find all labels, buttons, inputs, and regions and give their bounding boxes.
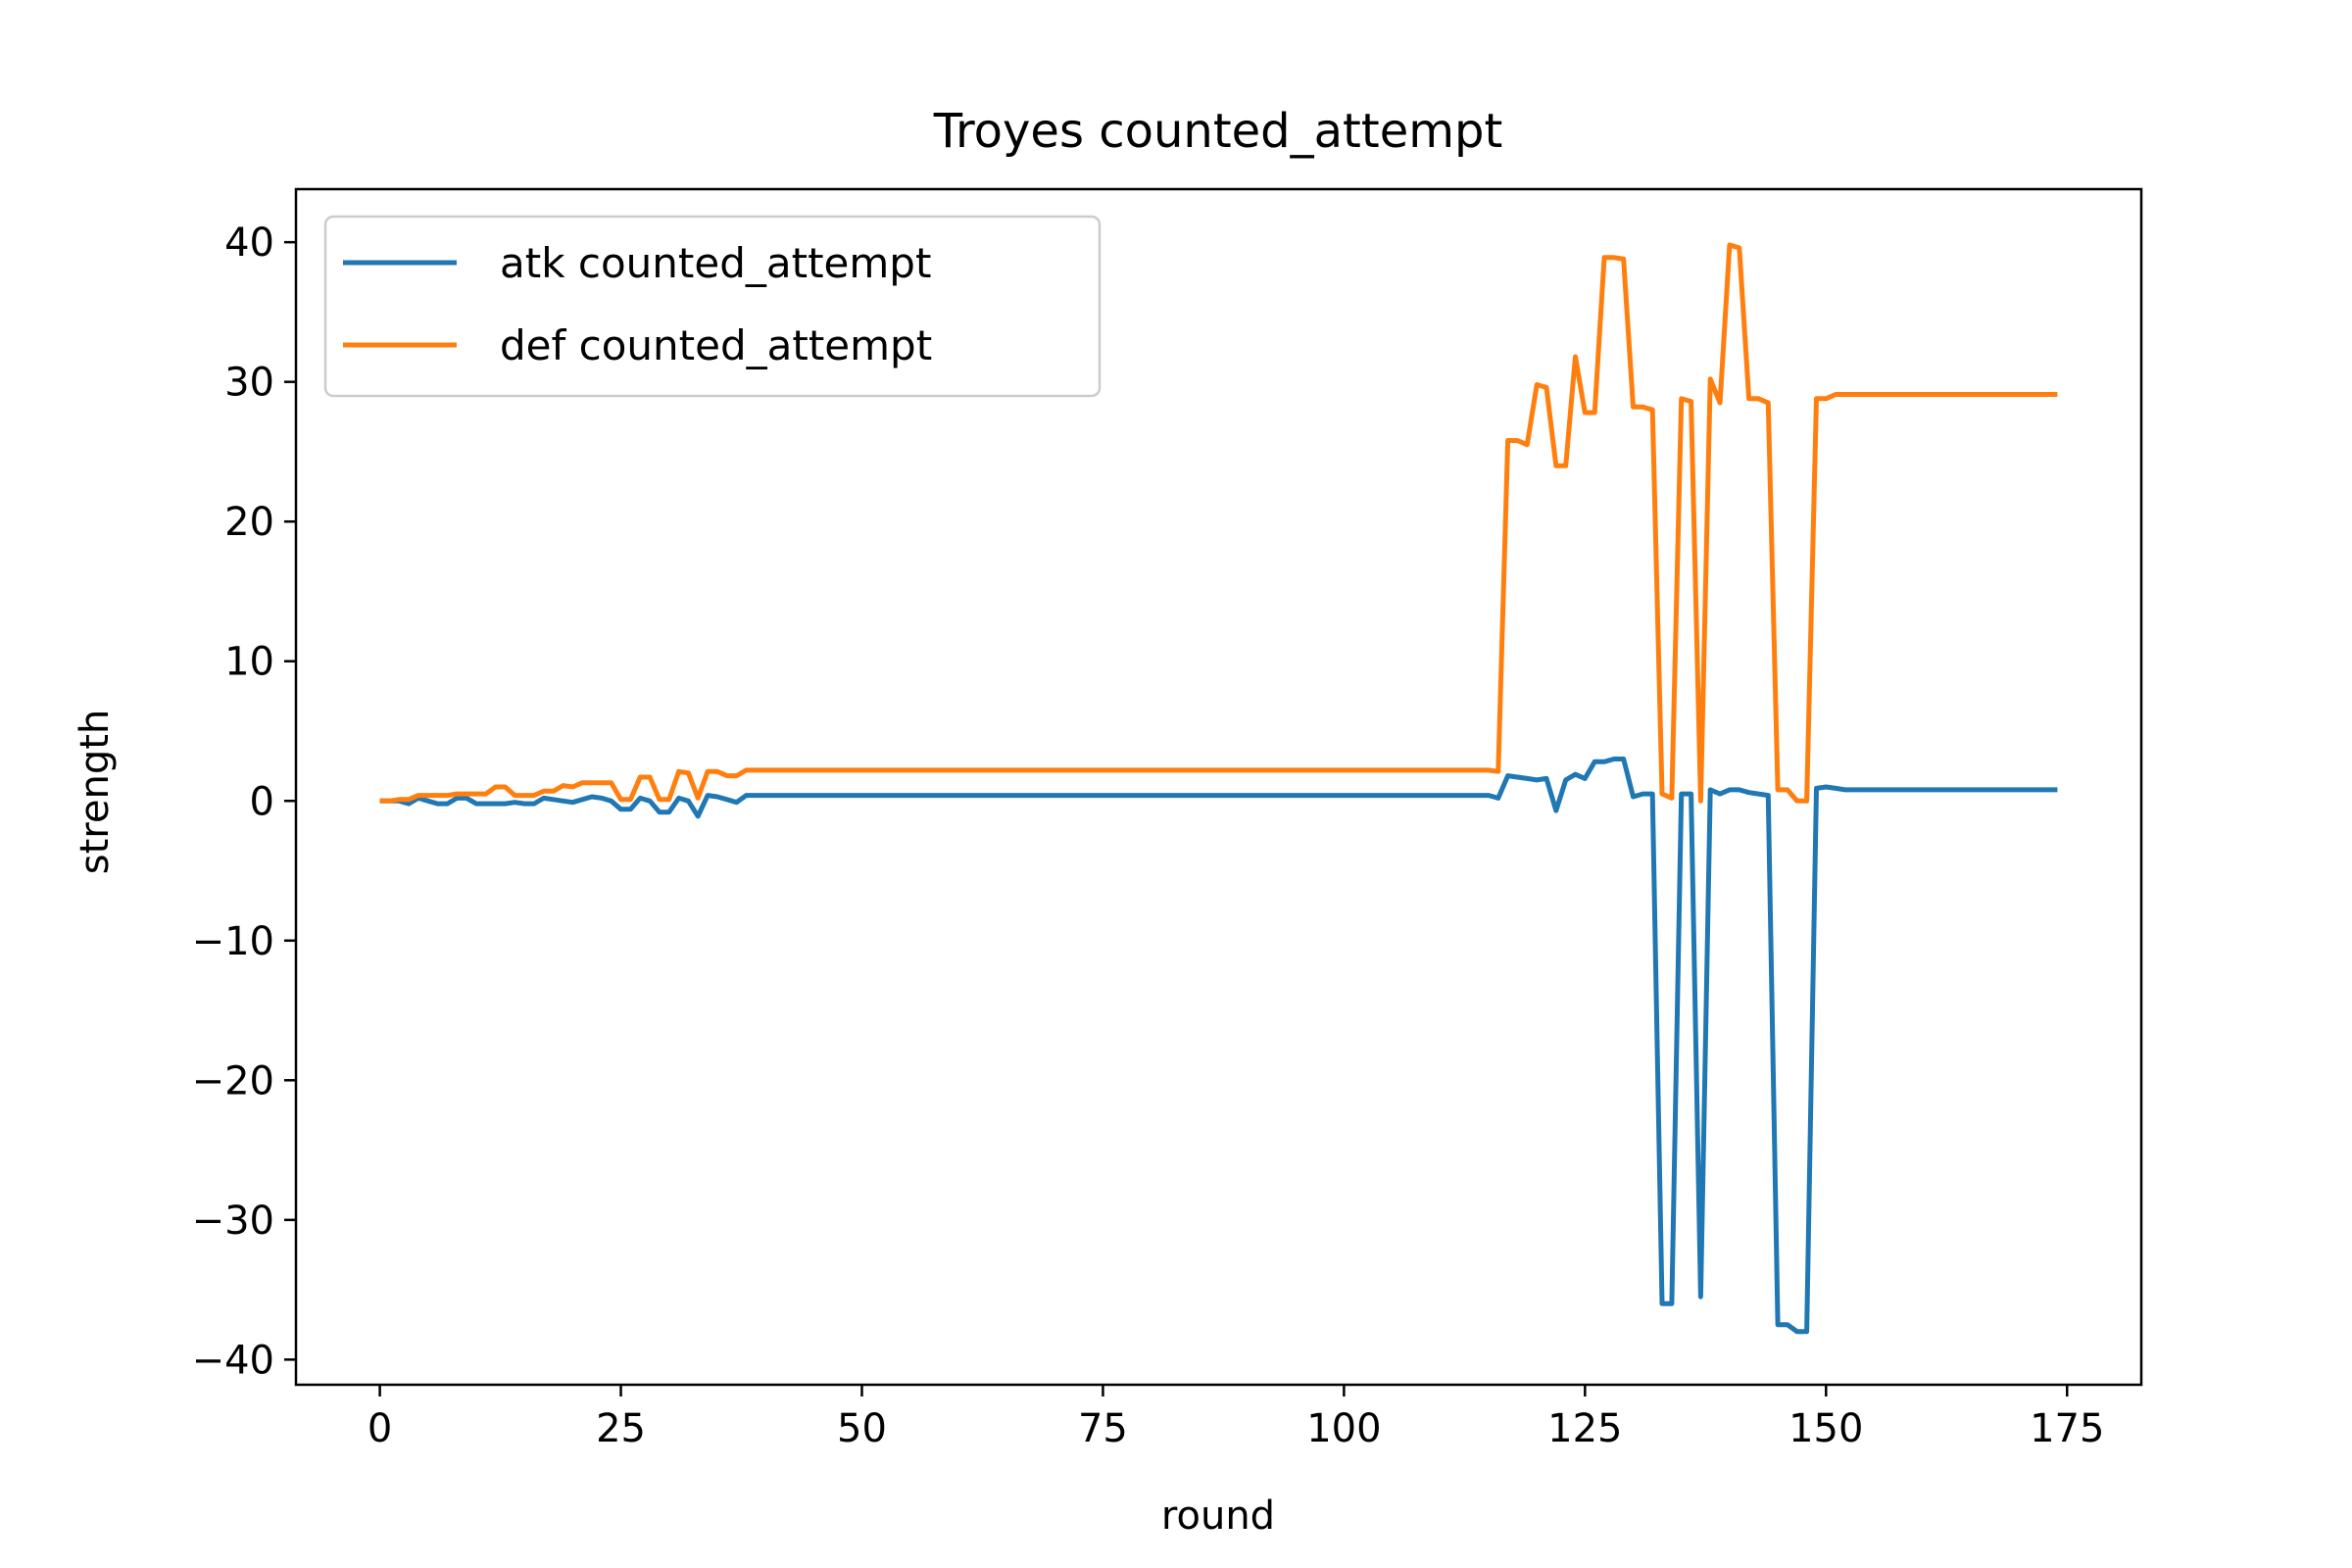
legend: atk counted_attempt def counted_attempt [323, 215, 1102, 398]
y-tick-label: 0 [250, 779, 274, 824]
y-tick-label: −40 [192, 1338, 274, 1383]
x-tick-label: 100 [1306, 1406, 1381, 1451]
y-tick-label: 10 [224, 640, 274, 685]
y-tick-label: 20 [224, 500, 274, 545]
x-axis-ticks: 0 25 50 75 100 125 150 175 [368, 1385, 2104, 1451]
x-axis-label: round [1161, 1494, 1275, 1539]
y-tick-label: 30 [224, 361, 274, 406]
x-tick-label: 75 [1078, 1406, 1128, 1451]
x-tick-label: 0 [368, 1406, 392, 1451]
series-lines [379, 242, 2058, 1335]
x-tick-label: 175 [2030, 1406, 2104, 1451]
y-tick-label: −30 [192, 1199, 274, 1244]
legend-atk-label: atk counted_attempt [500, 239, 931, 287]
y-tick-label: −10 [192, 919, 274, 964]
chart-title: Troyes counted_attempt [933, 104, 1503, 159]
legend-def-label: def counted_attempt [500, 321, 932, 369]
axes-frame [294, 187, 2143, 1387]
y-tick-label: −20 [192, 1058, 274, 1103]
legend-box [323, 215, 1102, 398]
y-axis-label: strength [73, 710, 118, 874]
x-tick-label: 125 [1547, 1406, 1622, 1451]
x-tick-label: 50 [837, 1406, 887, 1451]
x-tick-label: 25 [596, 1406, 646, 1451]
y-tick-label: 40 [224, 220, 274, 266]
y-axis-ticks: −40 −30 −20 −10 0 10 20 30 40 [192, 220, 296, 1383]
atk-series-line [379, 757, 2058, 1335]
def-series-line [379, 242, 2058, 804]
x-tick-label: 150 [1788, 1406, 1863, 1451]
